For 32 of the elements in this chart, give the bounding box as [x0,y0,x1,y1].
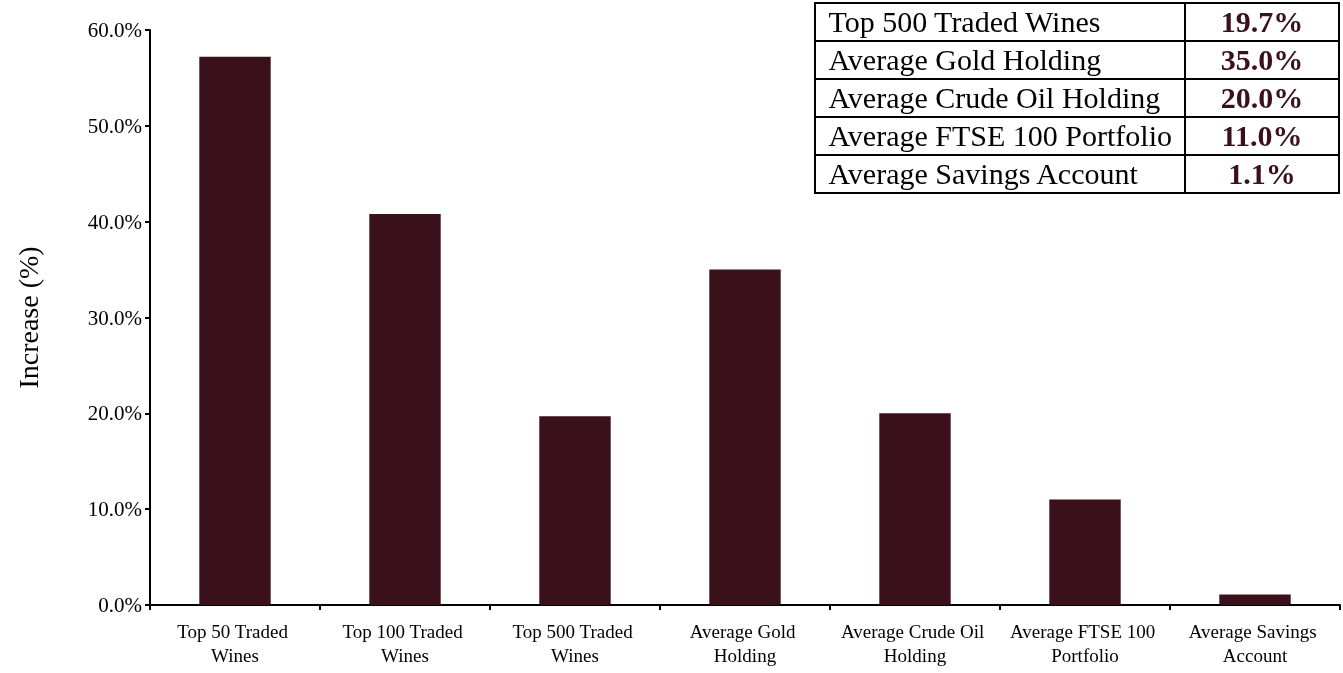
annotation: 11.0% [1185,117,1339,155]
bar [1219,594,1291,605]
x-tick-label: Top 50 Traded Wines [177,620,293,666]
annotation: Average FTSE 100 Portfolio [815,117,1185,155]
bar [199,56,271,605]
bar [879,413,951,605]
bar [369,214,441,605]
bar [539,416,611,605]
bar [709,269,781,605]
y-tick-label: 60.0% [87,18,142,42]
x-tick-label: Average Crude Oil Holding [841,620,989,666]
x-tick-label: Average Gold Holding [689,620,801,666]
x-tick-label: Average Savings Account [1188,620,1322,666]
y-tick-label: 20.0% [87,401,142,426]
y-tick-label: 50.0% [87,113,142,138]
x-tick-label: Top 100 Traded Wines [342,620,468,666]
annotation: 35.0% [1185,41,1339,79]
y-tick-label: 40.0% [87,209,142,234]
y-axis-title: Increase (%) [12,246,44,389]
annotation: 1.1% [1185,155,1339,193]
annotation: Average Savings Account [815,155,1185,193]
y-tick-label: 10.0% [87,497,142,522]
annotation: Average Crude Oil Holding [815,79,1185,117]
annotation: 19.7% [1185,3,1339,41]
annotation: Top 500 Traded Wines [815,3,1185,41]
y-tick-label: 0.0% [98,593,142,617]
x-tick-label: Top 500 Traded Wines [512,620,638,666]
bar [1049,499,1121,605]
annotation: Average Gold Holding [815,41,1185,79]
x-tick-label: Average FTSE 100 Portfolio [1009,620,1161,666]
y-tick-label: 30.0% [87,305,142,330]
annotation: 20.0% [1185,79,1339,117]
